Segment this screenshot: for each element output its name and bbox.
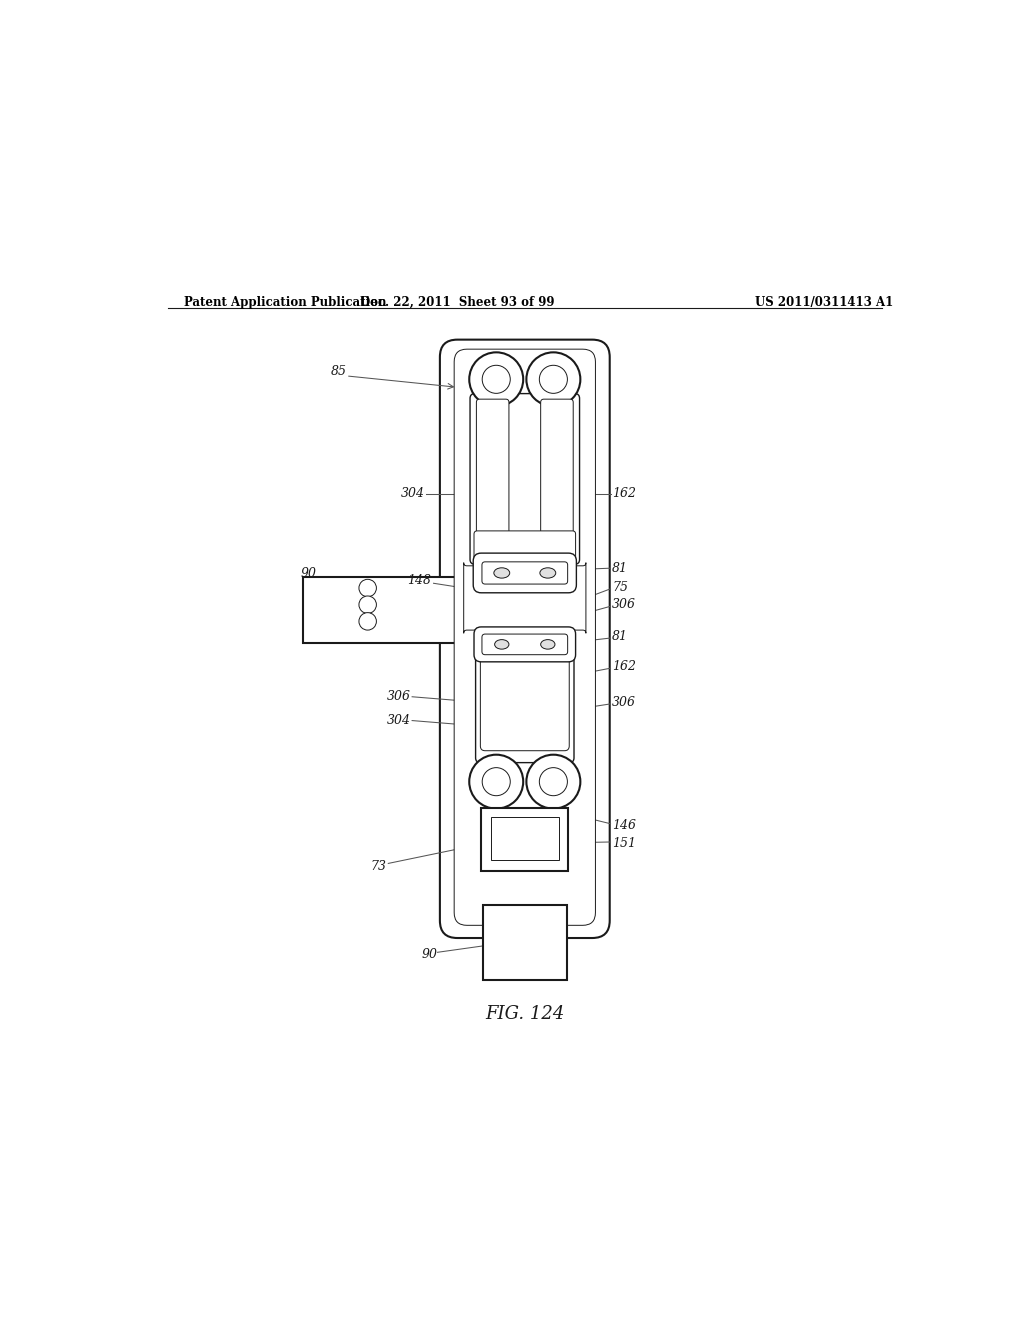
FancyBboxPatch shape: [473, 553, 577, 593]
Text: 304: 304: [401, 487, 425, 500]
FancyBboxPatch shape: [541, 399, 573, 550]
Circle shape: [540, 366, 567, 393]
Text: 162: 162: [612, 487, 636, 500]
Text: 90: 90: [422, 948, 437, 961]
FancyBboxPatch shape: [455, 350, 595, 925]
Circle shape: [482, 768, 510, 796]
Text: 306: 306: [612, 598, 636, 611]
FancyBboxPatch shape: [480, 653, 569, 751]
Text: 151: 151: [612, 837, 636, 850]
FancyBboxPatch shape: [474, 531, 575, 561]
Text: 146: 146: [612, 818, 636, 832]
Text: 81: 81: [612, 562, 628, 574]
FancyBboxPatch shape: [464, 562, 586, 634]
Text: 162: 162: [612, 660, 636, 673]
Text: US 2011/0311413 A1: US 2011/0311413 A1: [755, 296, 893, 309]
FancyBboxPatch shape: [470, 393, 580, 564]
Circle shape: [359, 595, 377, 614]
Ellipse shape: [495, 640, 509, 649]
Bar: [482, 904, 567, 979]
Circle shape: [469, 352, 523, 407]
Circle shape: [526, 755, 581, 809]
Circle shape: [540, 768, 567, 796]
Text: 304: 304: [387, 714, 411, 727]
FancyBboxPatch shape: [474, 627, 575, 661]
Text: 85: 85: [331, 364, 346, 378]
Circle shape: [359, 612, 377, 630]
Ellipse shape: [494, 568, 510, 578]
Text: 73: 73: [370, 861, 386, 873]
Ellipse shape: [540, 568, 556, 578]
Ellipse shape: [541, 640, 555, 649]
Text: 90: 90: [301, 568, 317, 581]
Circle shape: [482, 366, 510, 393]
Text: Dec. 22, 2011  Sheet 93 of 99: Dec. 22, 2011 Sheet 93 of 99: [360, 296, 555, 309]
FancyBboxPatch shape: [476, 399, 509, 550]
Text: 306: 306: [612, 696, 636, 709]
Text: 306: 306: [387, 690, 411, 704]
Circle shape: [526, 352, 581, 407]
Circle shape: [359, 579, 377, 597]
Text: 75: 75: [612, 581, 628, 594]
Bar: [481, 808, 568, 871]
Text: 148: 148: [408, 574, 431, 587]
FancyBboxPatch shape: [475, 648, 574, 763]
Text: 81: 81: [612, 630, 628, 643]
Text: FIG. 124: FIG. 124: [485, 1006, 564, 1023]
Circle shape: [469, 755, 523, 809]
Bar: [490, 817, 559, 861]
FancyBboxPatch shape: [440, 339, 609, 939]
Bar: [303, 577, 458, 643]
Text: Patent Application Publication: Patent Application Publication: [183, 296, 386, 309]
